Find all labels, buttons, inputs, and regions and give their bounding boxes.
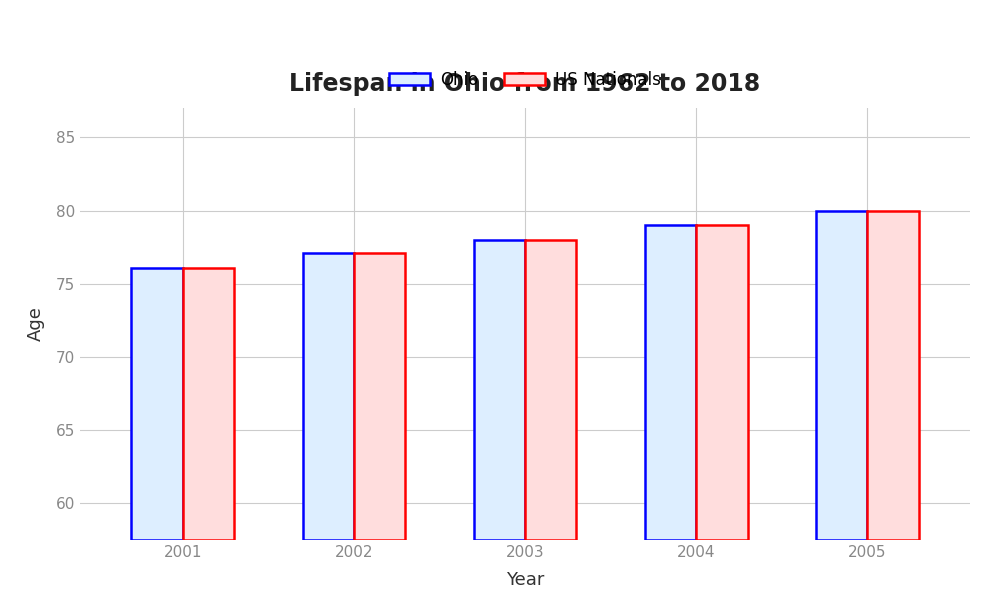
Bar: [696, 225, 748, 540]
Legend: Ohio, US Nationals: Ohio, US Nationals: [382, 64, 668, 96]
X-axis label: Year: Year: [506, 571, 544, 589]
Bar: [474, 240, 525, 540]
Title: Lifespan in Ohio from 1962 to 2018: Lifespan in Ohio from 1962 to 2018: [289, 73, 761, 97]
Bar: [816, 211, 867, 540]
Bar: [131, 268, 183, 540]
Bar: [354, 253, 405, 540]
Y-axis label: Age: Age: [27, 307, 45, 341]
Bar: [183, 268, 234, 540]
Bar: [525, 240, 576, 540]
Bar: [302, 253, 354, 540]
Bar: [645, 225, 696, 540]
Bar: [867, 211, 919, 540]
